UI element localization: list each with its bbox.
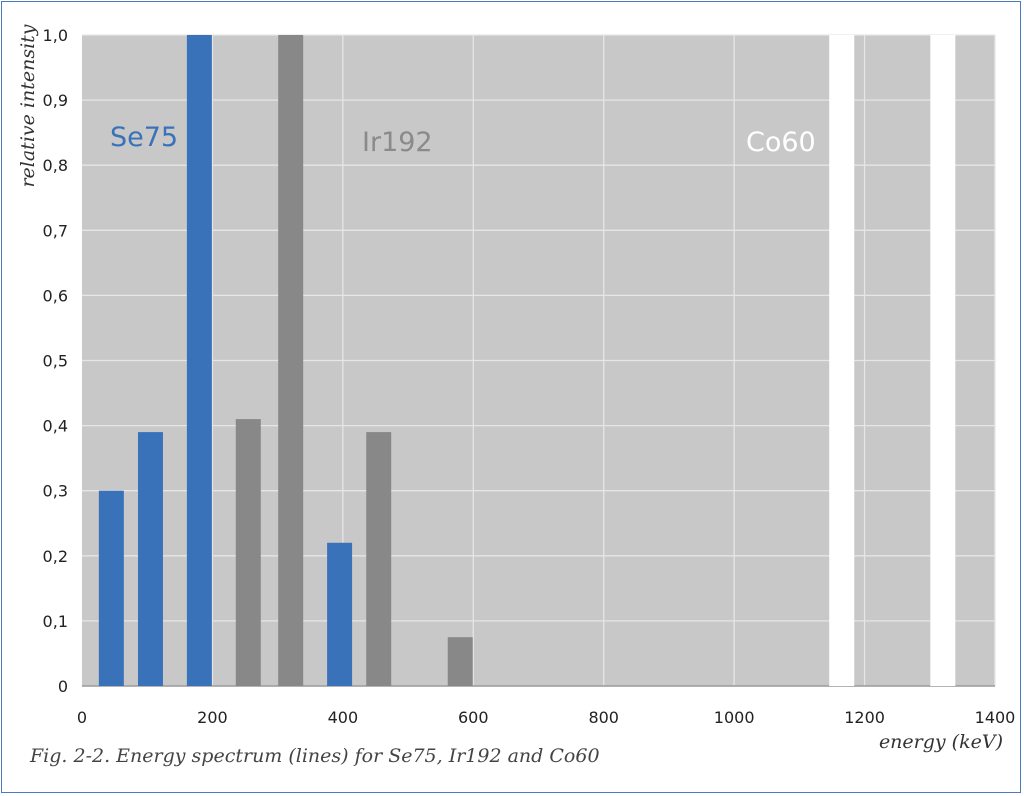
bar-ir192 xyxy=(278,35,304,686)
y-tick-label: 0,9 xyxy=(43,91,68,110)
y-tick-label: 0 xyxy=(58,677,68,696)
y-tick-label: 0,4 xyxy=(43,417,68,436)
x-tick-label: 400 xyxy=(328,708,359,727)
y-tick-label: 0,8 xyxy=(43,156,68,175)
bar-ir192 xyxy=(447,637,473,686)
bar-se75 xyxy=(137,432,163,686)
series-label-ir192: Ir192 xyxy=(362,127,433,158)
x-tick-label: 1400 xyxy=(975,708,1016,727)
bar-ir192 xyxy=(235,419,261,686)
y-tick-label: 0,2 xyxy=(43,547,68,566)
x-tick-label: 1200 xyxy=(844,708,885,727)
y-tick-label: 1,0 xyxy=(43,26,68,45)
bar-se75 xyxy=(327,542,353,686)
x-tick-label: 600 xyxy=(458,708,489,727)
y-axis-title: relative intensity xyxy=(17,24,39,187)
y-tick-label: 0,6 xyxy=(43,286,68,305)
series-labels: Se75 Ir192 Co60 xyxy=(110,122,816,158)
bars xyxy=(98,35,956,686)
x-tick-label: 200 xyxy=(197,708,228,727)
y-tick-label: 0,5 xyxy=(43,352,68,371)
figure-caption: Fig. 2-2. Energy spectrum (lines) for Se… xyxy=(30,745,600,767)
bar-co60 xyxy=(930,35,956,686)
y-tick-label: 0,1 xyxy=(43,612,68,631)
y-tick-label: 0,7 xyxy=(43,221,68,240)
series-label-se75: Se75 xyxy=(110,122,178,153)
x-tick-label: 1000 xyxy=(714,708,755,727)
bar-co60 xyxy=(829,35,855,686)
series-label-co60: Co60 xyxy=(746,127,816,158)
x-axis-title: energy (keV) xyxy=(879,731,1003,753)
tick-labels: 0 200 400 600 800 1000 1200 1400 0 0,1 0,2 0,3 0,4 0,… xyxy=(43,26,1016,727)
bar-se75 xyxy=(186,35,212,686)
y-tick-label: 0,3 xyxy=(43,482,68,501)
bar-ir192 xyxy=(366,432,392,686)
grid-lines xyxy=(82,34,996,686)
x-tick-label: 800 xyxy=(588,708,619,727)
bar-se75 xyxy=(98,490,124,686)
x-tick-label: 0 xyxy=(77,708,87,727)
